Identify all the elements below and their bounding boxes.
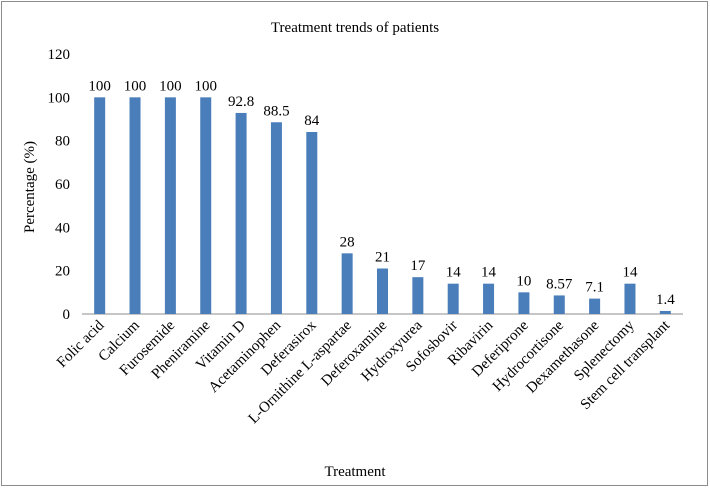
data-labels-group: 100 100 100 100 92.8 88.5 84 28 21 17 14 14 10 8.57 7.… xyxy=(88,78,675,308)
data-label: 14 xyxy=(622,265,638,281)
y-tick-label: 100 xyxy=(48,90,71,106)
bar xyxy=(589,298,601,314)
y-axis: 0 20 40 60 80 100 120 xyxy=(48,47,71,323)
y-tick-label: 60 xyxy=(55,177,70,193)
data-label: 14 xyxy=(481,265,497,281)
bar xyxy=(306,132,318,314)
bar xyxy=(518,292,530,314)
data-label: 100 xyxy=(124,78,147,94)
data-label: 92.8 xyxy=(228,94,254,110)
data-label: 84 xyxy=(304,113,320,129)
category-labels-group: Folic acidCalciumFurosemidePheniramineVi… xyxy=(54,317,674,427)
data-label: 14 xyxy=(446,265,462,281)
bar xyxy=(377,268,388,314)
bar xyxy=(129,97,141,314)
data-label: 100 xyxy=(194,78,217,94)
bar xyxy=(553,295,565,314)
y-tick-label: 40 xyxy=(55,220,70,236)
data-label: 100 xyxy=(88,78,111,94)
data-label: 100 xyxy=(159,78,182,94)
x-tick-label: Folic acid xyxy=(54,317,108,371)
y-tick-label: 0 xyxy=(63,307,71,323)
bar xyxy=(624,283,636,314)
bar xyxy=(270,122,282,314)
bar xyxy=(164,97,176,314)
bar xyxy=(412,277,424,314)
data-label: 28 xyxy=(340,234,355,250)
y-tick-label: 20 xyxy=(55,264,70,280)
bar xyxy=(94,97,106,314)
chart-title: Treatment trends of patients xyxy=(271,20,439,36)
bar xyxy=(200,97,212,314)
y-axis-title: Percentage (%) xyxy=(22,141,38,233)
x-axis-title: Treatment xyxy=(324,464,386,480)
data-label: 1.4 xyxy=(656,292,675,308)
data-label: 8.57 xyxy=(546,276,573,292)
y-tick-label: 80 xyxy=(55,134,70,150)
bar xyxy=(483,283,495,314)
data-label: 88.5 xyxy=(263,103,289,119)
bar xyxy=(341,253,353,314)
data-label: 17 xyxy=(410,258,426,274)
bars-group xyxy=(94,97,671,314)
data-label: 10 xyxy=(516,273,531,289)
data-label: 21 xyxy=(375,250,390,266)
bar xyxy=(447,283,459,314)
y-tick-label: 120 xyxy=(48,47,71,63)
bar xyxy=(235,112,247,314)
data-label: 7.1 xyxy=(585,280,604,296)
bar xyxy=(659,310,671,314)
